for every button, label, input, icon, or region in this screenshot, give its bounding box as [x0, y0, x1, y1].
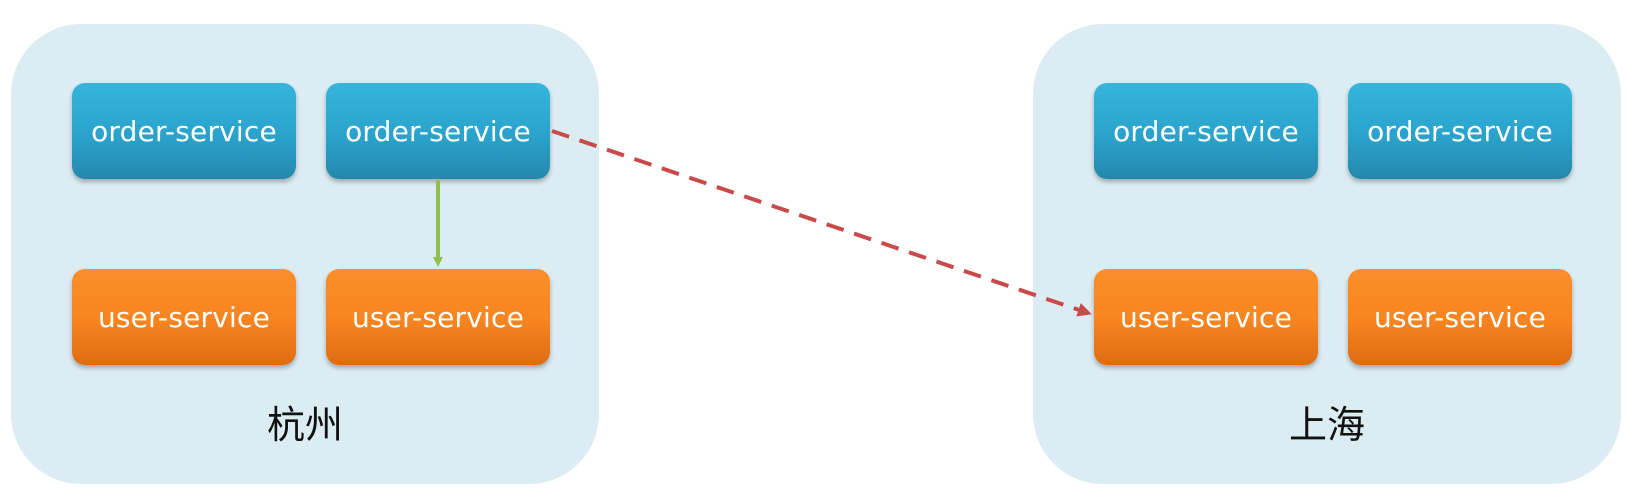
cross-region-call-arrow	[551, 129, 1092, 317]
hangzhou-user-service-1: user-service	[72, 269, 296, 365]
hangzhou-order-service-2: order-service	[326, 83, 550, 179]
hangzhou-user-service-2: user-service	[326, 269, 550, 365]
shanghai-user-service-1: user-service	[1094, 269, 1318, 365]
region-label-hangzhou: 杭州	[266, 403, 343, 447]
region-hangzhou: order-service order-service user-service…	[11, 24, 599, 484]
hangzhou-order-service-1: order-service	[72, 83, 296, 179]
region-shanghai: order-service order-service user-service…	[1033, 24, 1621, 484]
region-label-shanghai: 上海	[1288, 403, 1365, 447]
shanghai-order-service-2: order-service	[1348, 83, 1572, 179]
shanghai-user-service-2: user-service	[1348, 269, 1572, 365]
shanghai-order-service-1: order-service	[1094, 83, 1318, 179]
